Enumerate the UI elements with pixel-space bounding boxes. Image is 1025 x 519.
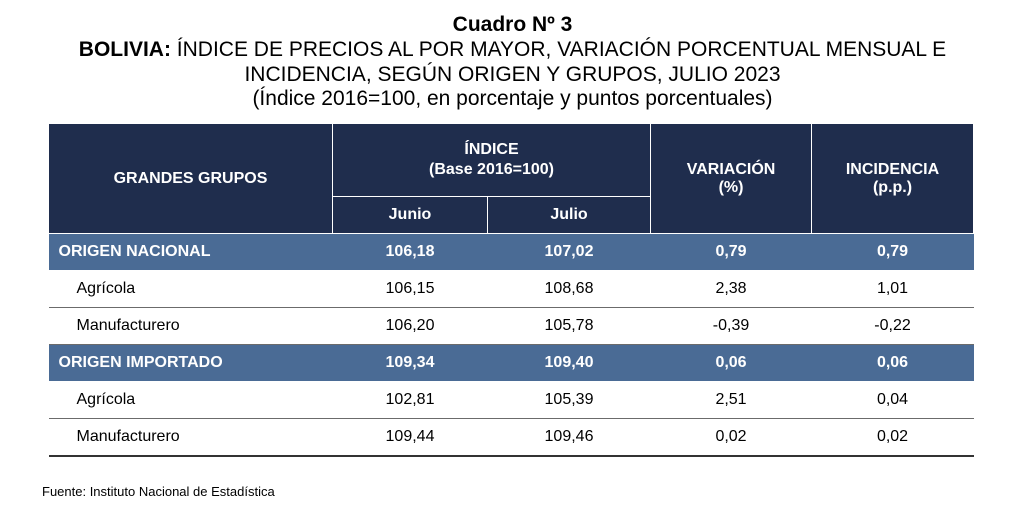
cell-incidencia: 0,02 <box>811 418 974 457</box>
cell-variacion: 0,06 <box>650 344 812 382</box>
title-block: Cuadro Nº 3 BOLIVIA: ÍNDICE DE PRECIOS A… <box>0 12 1025 111</box>
cell-julio: 109,46 <box>487 418 651 457</box>
cell-incidencia: 0,04 <box>811 381 974 419</box>
header-incidencia-label: INCIDENCIA <box>845 160 940 178</box>
header-incidencia: INCIDENCIA (p.p.) <box>811 123 975 234</box>
header-variacion: VARIACIÓN (%) <box>650 123 813 234</box>
title-line-2: BOLIVIA: ÍNDICE DE PRECIOS AL POR MAYOR,… <box>0 37 1025 62</box>
cell-variacion: 2,51 <box>650 381 812 419</box>
cell-variacion: 2,38 <box>650 270 812 308</box>
row-label: Agrícola <box>48 270 333 308</box>
table-row: Manufacturero 109,44 109,46 0,02 0,02 <box>48 418 974 457</box>
header-indice-label: ÍNDICE <box>464 141 519 158</box>
cell-julio: 105,78 <box>487 307 651 345</box>
header-variacion-label: VARIACIÓN <box>686 160 776 178</box>
cell-julio: 109,40 <box>487 344 651 382</box>
table-row: Agrícola 106,15 108,68 2,38 1,01 <box>48 270 974 308</box>
source-note: Fuente: Instituto Nacional de Estadístic… <box>42 484 275 499</box>
table-row: ORIGEN IMPORTADO 109,34 109,40 0,06 0,06 <box>48 344 974 382</box>
table-row: ORIGEN NACIONAL 106,18 107,02 0,79 0,79 <box>48 233 974 271</box>
cell-incidencia: 0,79 <box>811 233 974 271</box>
cell-incidencia: -0,22 <box>811 307 974 345</box>
title-line-3: INCIDENCIA, SEGÚN ORIGEN Y GRUPOS, JULIO… <box>244 63 781 86</box>
row-label: Manufacturero <box>48 307 333 345</box>
cell-variacion: 0,02 <box>650 418 812 457</box>
header-julio: Julio <box>486 196 652 234</box>
cell-junio: 106,15 <box>332 270 488 308</box>
cell-variacion: -0,39 <box>650 307 812 345</box>
header-variacion-unit: (%) <box>718 178 744 196</box>
cell-incidencia: 1,01 <box>811 270 974 308</box>
table-row: Manufacturero 106,20 105,78 -0,39 -0,22 <box>48 307 974 345</box>
cell-junio: 106,20 <box>332 307 488 345</box>
cell-variacion: 0,79 <box>650 233 812 271</box>
cell-julio: 108,68 <box>487 270 651 308</box>
header-incidencia-unit: (p.p.) <box>872 178 913 196</box>
row-label: Agrícola <box>48 381 333 419</box>
cell-junio: 109,44 <box>332 418 488 457</box>
header-indice-base: (Base 2016=100) <box>429 161 554 178</box>
row-label: ORIGEN IMPORTADO <box>48 344 333 382</box>
title-subtitle: (Índice 2016=100, en porcentaje y puntos… <box>252 87 773 110</box>
cell-julio: 107,02 <box>487 233 651 271</box>
price-index-table: GRANDES GRUPOS ÍNDICE (Base 2016=100) VA… <box>48 123 975 457</box>
cell-junio: 109,34 <box>332 344 488 382</box>
row-label: ORIGEN NACIONAL <box>48 233 333 271</box>
title-text: ÍNDICE DE PRECIOS AL POR MAYOR, VARIACIÓ… <box>170 38 947 61</box>
cell-incidencia: 0,06 <box>811 344 974 382</box>
cell-julio: 105,39 <box>487 381 651 419</box>
country-label: BOLIVIA: <box>78 38 171 61</box>
cell-junio: 102,81 <box>332 381 488 419</box>
header-junio: Junio <box>332 196 488 234</box>
cell-junio: 106,18 <box>332 233 488 271</box>
table-row: Agrícola 102,81 105,39 2,51 0,04 <box>48 381 974 419</box>
table-number: Cuadro Nº 3 <box>452 13 573 36</box>
header-indice: ÍNDICE (Base 2016=100) <box>331 123 652 197</box>
header-grandes-grupos: GRANDES GRUPOS <box>48 123 333 234</box>
row-label: Manufacturero <box>48 418 333 457</box>
